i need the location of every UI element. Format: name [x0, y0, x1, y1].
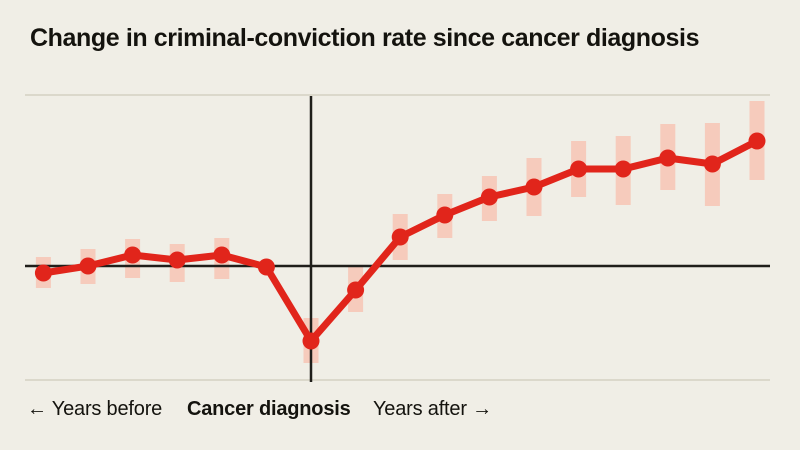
label-years-before: ← Years before — [27, 398, 163, 420]
data-point — [257, 258, 275, 276]
chart-title: Change in criminal-conviction rate since… — [30, 24, 700, 52]
label-cancer-diagnosis: Cancer diagnosis — [187, 398, 351, 420]
data-point — [748, 132, 766, 150]
label-years-after: Years after → — [373, 398, 492, 420]
data-point — [79, 257, 97, 275]
data-point — [703, 155, 721, 173]
data-point — [525, 178, 543, 196]
data-point — [347, 281, 365, 299]
data-point — [168, 251, 186, 269]
data-point — [302, 332, 320, 350]
data-point — [124, 246, 142, 264]
data-point — [436, 206, 454, 224]
data-point — [614, 160, 632, 178]
data-point — [570, 160, 588, 178]
data-point — [34, 264, 52, 282]
data-point — [480, 188, 498, 206]
data-point — [391, 228, 409, 246]
data-point — [213, 246, 231, 264]
data-point — [659, 149, 677, 167]
